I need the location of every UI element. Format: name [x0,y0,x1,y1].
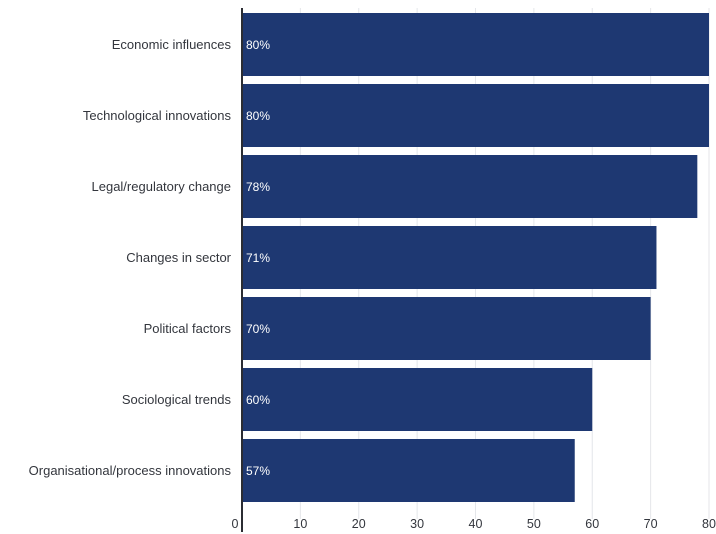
bar-6 [242,368,593,431]
bars [242,13,709,502]
data-label-1: 80% [246,38,270,52]
bar-4 [242,226,657,289]
data-label-6: 60% [246,393,270,407]
data-label-3: 78% [246,180,270,194]
x-tick-label-20: 20 [352,517,366,531]
data-label-2: 80% [246,109,270,123]
bar-7 [242,439,575,502]
bar-5 [242,297,651,360]
x-tick-label-40: 40 [469,517,483,531]
x-tick-label-0: 0 [232,517,239,531]
x-tick-label-30: 30 [410,517,424,531]
category-label-6: Sociological trends [122,392,232,407]
category-label-7: Organisational/process innovations [29,463,232,478]
labels: 0 10 20 30 40 50 60 70 80 Economic influences 80% T… [29,37,716,531]
x-tick-label-50: 50 [527,517,541,531]
bar-3 [242,155,698,218]
category-label-1: Economic influences [112,37,232,52]
category-label-3: Legal/regulatory change [92,179,232,194]
category-label-5: Political factors [144,321,232,336]
data-label-4: 71% [246,251,270,265]
category-label-4: Changes in sector [126,250,231,265]
x-tick-label-10: 10 [293,517,307,531]
bar-2 [242,84,709,147]
x-tick-label-80: 80 [702,517,716,531]
category-label-2: Technological innovations [83,108,232,123]
x-tick-label-60: 60 [585,517,599,531]
data-label-5: 70% [246,322,270,336]
x-tick-label-70: 70 [644,517,658,531]
bar-1 [242,13,709,76]
data-label-7: 57% [246,464,270,478]
